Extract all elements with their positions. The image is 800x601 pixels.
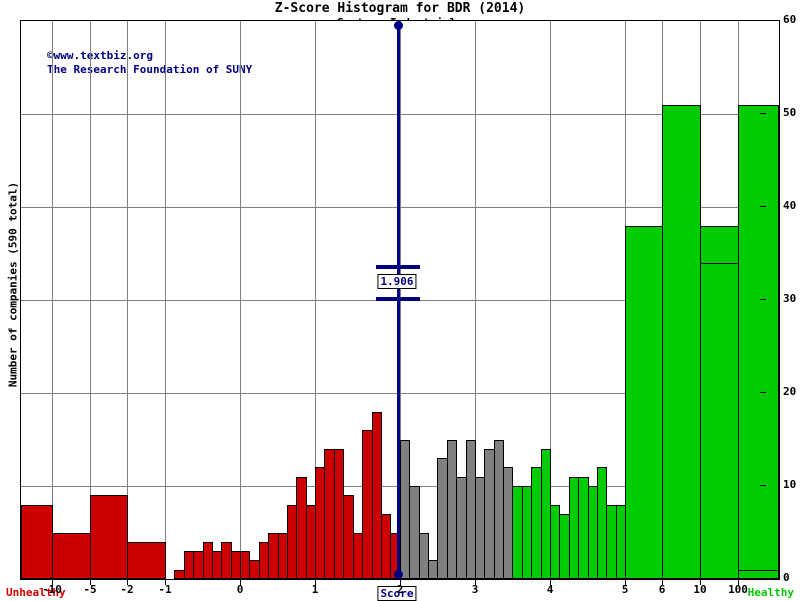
- x-axis-label: -1: [158, 583, 172, 596]
- gridline-vertical: [165, 21, 166, 579]
- y-axis-label: 50: [783, 106, 797, 119]
- histogram-bar: [738, 104, 779, 579]
- x-axis-tick: [662, 580, 663, 585]
- gridline-vertical: [550, 21, 551, 579]
- histogram-bar-wide: [625, 225, 663, 579]
- x-axis-label: 6: [658, 583, 666, 596]
- histogram-bar: [52, 532, 91, 579]
- score-marker-dot-bottom: [394, 570, 403, 579]
- x-axis-tick: [400, 580, 401, 585]
- plot-area: ©www.textbiz.org The Research Foundation…: [20, 20, 780, 580]
- score-marker-crossbar: [376, 296, 420, 301]
- y-axis-label: 20: [783, 385, 797, 398]
- histogram-bar-wide: [738, 569, 779, 579]
- score-marker-crossbar: [376, 264, 420, 269]
- y-axis-tick: [760, 392, 766, 393]
- x-axis-tick: [127, 580, 128, 585]
- histogram-bar: [372, 411, 382, 579]
- y-axis-tick: [760, 206, 766, 207]
- y-axis-label: 0: [783, 571, 790, 584]
- y-axis-label: 30: [783, 292, 797, 305]
- x-axis-tick: [475, 580, 476, 585]
- credit-line-2: The Research Foundation of SUNY: [47, 63, 253, 76]
- x-axis-tick: [315, 580, 316, 585]
- histogram-bar: [90, 495, 128, 579]
- x-axis-tick: [625, 580, 626, 585]
- score-marker-label: 1.906: [377, 273, 417, 289]
- legend-unhealthy: Unhealthy: [6, 586, 66, 599]
- y-axis-tick: [760, 20, 766, 21]
- x-axis-label: -5: [83, 583, 97, 596]
- x-axis-label: 100: [728, 583, 748, 596]
- x-axis-label: -2: [120, 583, 134, 596]
- gridline-vertical: [90, 21, 91, 579]
- x-axis-tick: [700, 580, 701, 585]
- x-axis-label: 5: [621, 583, 629, 596]
- x-axis-tick: [738, 580, 739, 585]
- histogram-bar-wide: [700, 262, 739, 579]
- y-axis-tick: [760, 578, 766, 579]
- histogram-bar: [21, 504, 53, 579]
- x-axis-tick: [52, 580, 53, 585]
- x-axis-label: 0: [236, 583, 244, 596]
- histogram-bar: [419, 532, 429, 579]
- histogram-bar-wide: [662, 104, 701, 579]
- x-axis-tick: [550, 580, 551, 585]
- x-axis-label: 2: [396, 583, 404, 596]
- y-axis-label: 60: [783, 13, 797, 26]
- y-axis-label: 40: [783, 199, 797, 212]
- histogram-bar: [127, 541, 166, 579]
- gridline-vertical: [475, 21, 476, 579]
- y-axis-tick: [760, 485, 766, 486]
- chart-title: Z-Score Histogram for BDR (2014): [274, 1, 526, 16]
- legend-healthy: Healthy: [747, 586, 794, 599]
- y-axis-tick: [760, 299, 766, 300]
- y-axis-title: Number of companies (590 total): [6, 181, 20, 388]
- gridline-vertical: [315, 21, 316, 579]
- gridline-vertical: [52, 21, 53, 579]
- x-axis-tick: [240, 580, 241, 585]
- y-axis-label: 10: [783, 478, 797, 491]
- x-axis-tick: [90, 580, 91, 585]
- y-axis-tick: [760, 113, 766, 114]
- credit-line-1: ©www.textbiz.org: [47, 49, 153, 62]
- gridline-vertical: [240, 21, 241, 579]
- score-marker-line: [397, 23, 400, 579]
- score-marker-dot-top: [394, 21, 403, 30]
- x-axis-label: 10: [693, 583, 707, 596]
- legend-score: Score: [377, 586, 417, 601]
- x-axis-label: 1: [311, 583, 319, 596]
- x-axis-label: -10: [42, 583, 62, 596]
- gridline-vertical: [127, 21, 128, 579]
- x-axis-tick: [165, 580, 166, 585]
- x-axis-label: 3: [471, 583, 479, 596]
- x-axis-label: 4: [546, 583, 554, 596]
